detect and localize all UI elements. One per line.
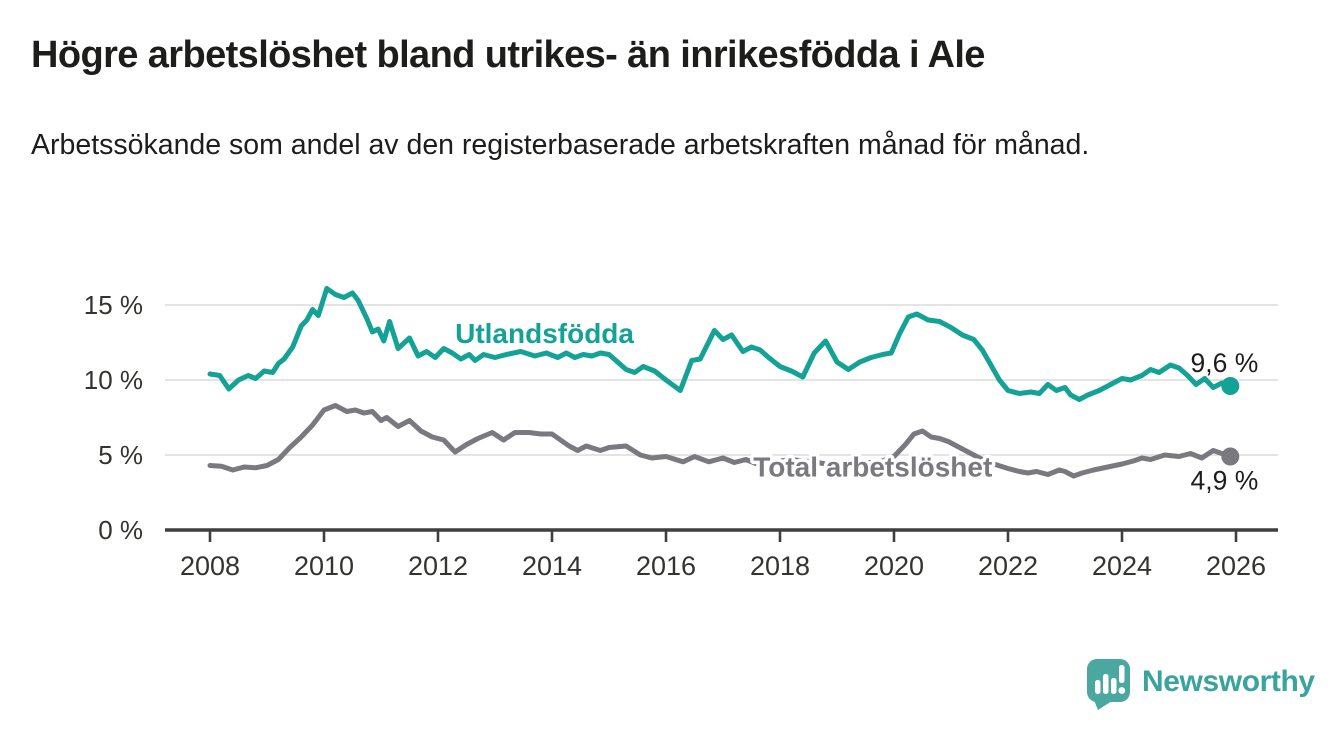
newsworthy-brand: Newsworthy [1086,656,1318,710]
x-axis-tick-label: 2022 [978,551,1038,581]
end-value-label-total: 4,9 % [1191,466,1259,496]
newsworthy-logo-icon [1087,659,1130,710]
x-axis-tick-label: 2018 [750,551,810,581]
x-axis-tick-label: 2008 [180,551,240,581]
page-title: Högre arbetslöshet bland utrikes- än inr… [31,34,985,76]
x-axis-tick-label: 2010 [294,551,354,581]
end-value-label-utlandsfodda: 9,6 % [1191,348,1259,378]
x-axis-tick-label: 2026 [1206,551,1266,581]
newsworthy-wordmark: Newsworthy [1142,665,1315,698]
y-axis-tick-label: 15 % [84,290,143,320]
y-axis-tick-label: 0 % [98,515,143,545]
series-end-dot-total [1221,447,1240,466]
x-axis-tick-label: 2024 [1092,551,1152,581]
chart-subtitle: Arbetssökande som andel av den registerb… [31,129,1090,161]
y-axis-tick-label: 5 % [98,440,143,470]
series-label-utlandsfodda: Utlandsfödda [455,318,634,349]
x-axis-tick-label: 2016 [636,551,696,581]
x-axis-tick-label: 2014 [522,551,582,581]
series-line-total [207,403,1233,479]
series-end-dot-utlandsfodda [1221,377,1240,395]
x-axis-tick-label: 2020 [864,551,924,581]
series-line-utlandsfodda [207,286,1233,402]
x-axis-tick-label: 2012 [408,551,468,581]
y-axis-tick-label: 10 % [84,365,143,395]
series-label-total: Total arbetslöshet [753,451,992,482]
